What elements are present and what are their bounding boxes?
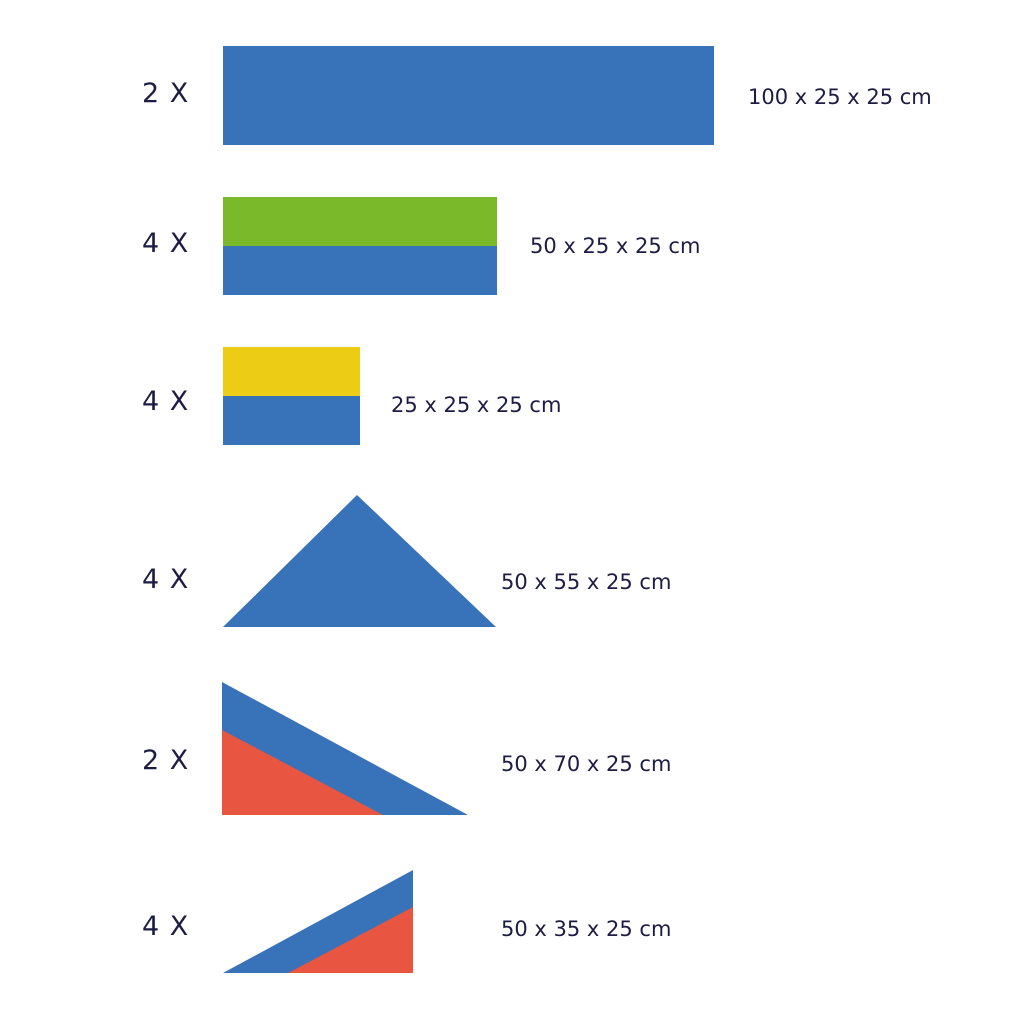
piece-4-triangle [223,495,496,627]
piece-6-dimensions: 50 x 35 x 25 cm [501,917,672,941]
piece-4-dimensions: 50 x 55 x 25 cm [501,570,672,594]
piece-1-block [223,46,714,145]
piece-6-inner [288,907,413,973]
piece-3-top [223,347,360,396]
piece-6-quantity: 4 X [142,911,190,942]
piece-3-quantity: 4 X [142,386,190,417]
piece-3-dimensions: 25 x 25 x 25 cm [391,393,562,417]
piece-1-dimensions: 100 x 25 x 25 cm [748,85,932,109]
piece-2-top [223,197,497,246]
piece-5-inner [222,730,383,815]
piece-1-quantity: 2 X [142,78,190,109]
piece-2-bottom [223,246,497,295]
piece-4-quantity: 4 X [142,564,190,595]
piece-2-quantity: 4 X [142,228,190,259]
piece-5-dimensions: 50 x 70 x 25 cm [501,752,672,776]
piece-3-bottom [223,396,360,445]
piece-2-dimensions: 50 x 25 x 25 cm [530,234,701,258]
piece-5-quantity: 2 X [142,745,190,776]
